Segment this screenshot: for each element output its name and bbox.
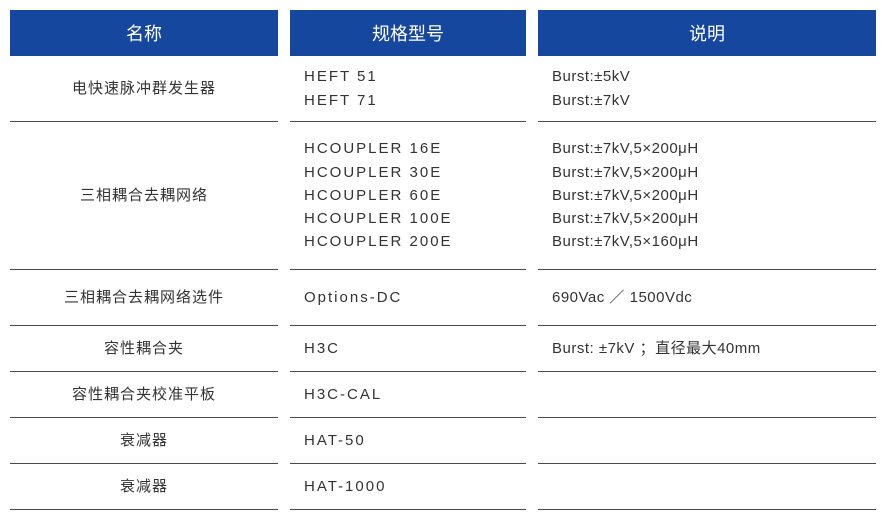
table-row-name: 衰减器 (10, 418, 278, 464)
table-row-desc (538, 418, 876, 464)
spec-table: 名称 电快速脉冲群发生器三相耦合去耦网络三相耦合去耦网络选件容性耦合夹容性耦合夹… (10, 10, 876, 510)
table-row-model: HAT-1000 (290, 464, 526, 510)
table-row-name: 三相耦合去耦网络选件 (10, 270, 278, 326)
table-row-model: Options-DC (290, 270, 526, 326)
table-row-model: H3C (290, 326, 526, 372)
column-desc: 说明 Burst:±5kV Burst:±7kVBurst:±7kV,5×200… (538, 10, 876, 510)
header-desc: 说明 (538, 10, 876, 56)
header-model: 规格型号 (290, 10, 526, 56)
table-row-desc: Burst: ±7kV ；直径最大40mm (538, 326, 876, 372)
table-row-name: 衰减器 (10, 464, 278, 510)
table-row-desc (538, 372, 876, 418)
column-name: 名称 电快速脉冲群发生器三相耦合去耦网络三相耦合去耦网络选件容性耦合夹容性耦合夹… (10, 10, 278, 510)
table-row-desc: Burst:±5kV Burst:±7kV (538, 56, 876, 122)
column-model: 规格型号 HEFT 51 HEFT 71HCOUPLER 16E HCOUPLE… (290, 10, 526, 510)
table-row-model: HAT-50 (290, 418, 526, 464)
table-row-name: 容性耦合夹校准平板 (10, 372, 278, 418)
table-row-name: 电快速脉冲群发生器 (10, 56, 278, 122)
header-name: 名称 (10, 10, 278, 56)
table-row-model: HCOUPLER 16E HCOUPLER 30E HCOUPLER 60E H… (290, 122, 526, 270)
table-row-name: 容性耦合夹 (10, 326, 278, 372)
table-row-name: 三相耦合去耦网络 (10, 122, 278, 270)
table-row-desc: Burst:±7kV,5×200μH Burst:±7kV,5×200μH Bu… (538, 122, 876, 270)
table-row-model: H3C-CAL (290, 372, 526, 418)
table-row-desc (538, 464, 876, 510)
table-row-model: HEFT 51 HEFT 71 (290, 56, 526, 122)
table-row-desc: 690Vac ／ 1500Vdc (538, 270, 876, 326)
